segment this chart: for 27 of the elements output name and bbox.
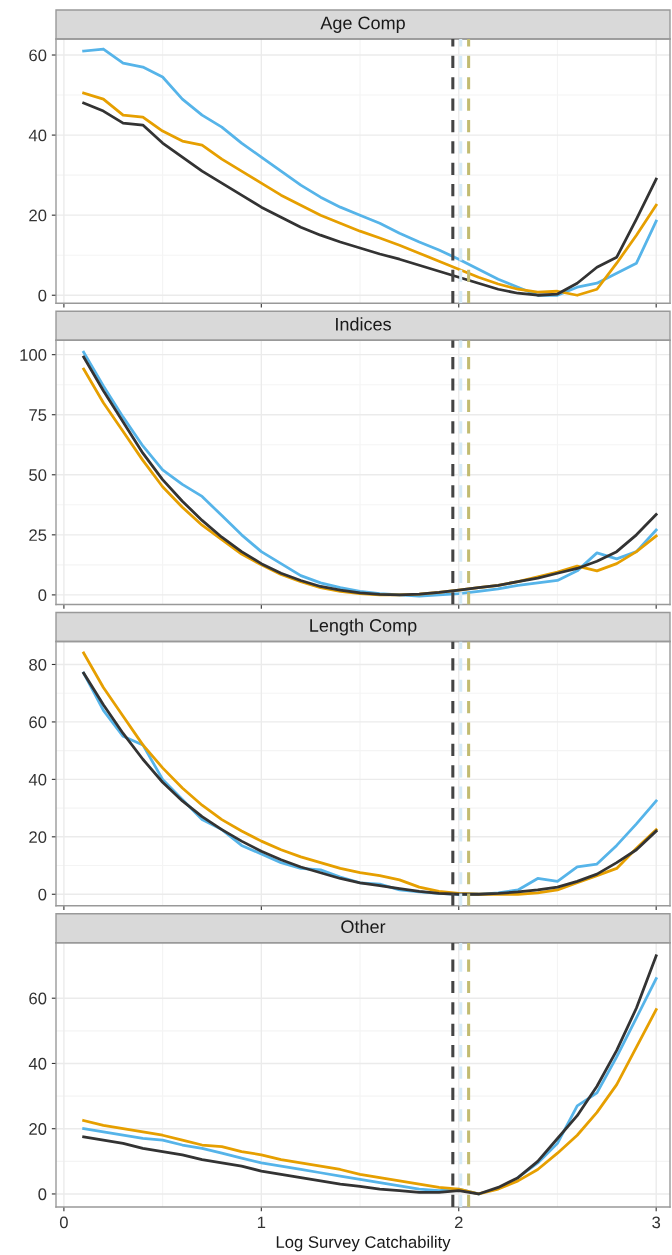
chart-title: Age Comp: [320, 16, 405, 33]
y-tick-label: 20: [29, 209, 47, 222]
x-tick-label: 3: [652, 1216, 661, 1229]
y-tick-label: 20: [29, 831, 47, 844]
y-tick-label: 0: [38, 888, 47, 901]
y-tick-label: 75: [29, 409, 47, 421]
y-tick-label: 0: [38, 1188, 47, 1201]
x-tick-label: 2: [454, 1216, 463, 1229]
y-tick-label: 20: [29, 1123, 47, 1135]
y-tick-label: 25: [29, 529, 47, 542]
y-tick-label: 0: [38, 589, 47, 602]
y-tick-label: 40: [28, 1057, 47, 1070]
x-tick-label: 1: [257, 1216, 266, 1229]
chart-title: Length Comp: [310, 618, 417, 636]
y-tick-label: 100: [20, 349, 47, 361]
y-tick-label: 50: [29, 469, 47, 481]
y-tick-label: 60: [29, 49, 47, 62]
y-tick-label: 80: [29, 658, 47, 671]
x-axis-title: Log Survey Catchability: [276, 1235, 451, 1252]
y-tick-label: 0: [38, 289, 47, 302]
y-tick-label: 40: [28, 129, 47, 142]
y-tick-label: 60: [29, 716, 47, 729]
y-tick-label: 40: [28, 773, 47, 786]
x-tick-label: 0: [59, 1216, 68, 1229]
y-tick-label: 60: [29, 992, 47, 1005]
chart-title: Indices: [336, 317, 391, 331]
chart-title: Other: [341, 919, 386, 934]
